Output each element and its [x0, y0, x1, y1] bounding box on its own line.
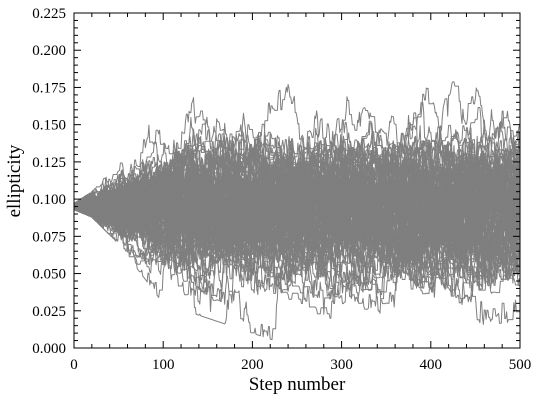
trace-lines [74, 81, 520, 341]
x-tick-label: 400 [420, 357, 443, 373]
y-tick-label: 0.025 [32, 304, 66, 320]
x-tick-label: 200 [241, 357, 264, 373]
walker-trace [74, 112, 520, 239]
walker-trace [74, 171, 520, 297]
y-tick-labels: 0.000 0.025 0.050 0.075 0.100 0.125 0.150 0.175… [32, 6, 66, 357]
y-tick-label: 0.125 [32, 155, 66, 171]
walker-trace [74, 160, 520, 248]
walker-trace [74, 167, 520, 269]
y-tick-label: 0.200 [32, 43, 66, 59]
y-tick-label: 0.100 [32, 192, 66, 208]
y-tick-label: 0.150 [32, 118, 66, 134]
x-tick-label: 300 [330, 357, 353, 373]
x-tick-labels: 0 100 200 300 400 500 [70, 357, 531, 373]
x-tick-label: 100 [152, 357, 175, 373]
plot-frame [73, 12, 521, 349]
y-axis-title: ellipticity [4, 144, 25, 217]
walker-trace [74, 177, 520, 282]
walker-trace [74, 200, 520, 285]
x-axis-title: Step number [249, 374, 346, 395]
y-tick-label: 0.075 [32, 229, 66, 245]
y-tick-label: 0.000 [32, 341, 66, 357]
y-tick-label: 0.225 [32, 6, 66, 22]
x-tick-label: 0 [70, 357, 78, 373]
x-tick-label: 500 [509, 357, 532, 373]
walker-trace [74, 81, 520, 216]
walker-trace [74, 125, 520, 226]
y-tick-label: 0.175 [32, 80, 66, 96]
walker-trace [74, 148, 520, 287]
axis-ticks [73, 12, 521, 349]
y-tick-label: 0.050 [32, 267, 66, 283]
